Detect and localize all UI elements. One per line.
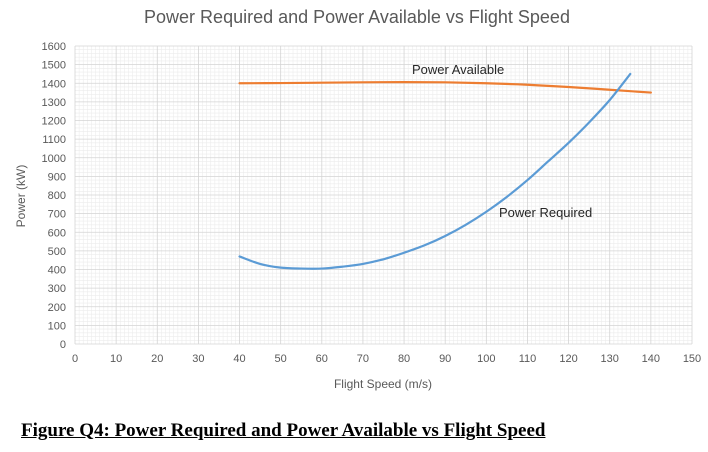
series-label-power-required: Power Required bbox=[499, 205, 592, 220]
x-tick-label: 130 bbox=[601, 353, 619, 365]
y-tick-label: 1400 bbox=[42, 78, 66, 90]
y-tick-label: 0 bbox=[60, 339, 66, 351]
x-tick-label: 150 bbox=[683, 353, 701, 365]
x-tick-label: 0 bbox=[72, 353, 78, 365]
x-tick-label: 80 bbox=[398, 353, 410, 365]
x-tick-label: 10 bbox=[110, 353, 122, 365]
y-axis-label: Power (kW) bbox=[14, 165, 28, 228]
y-axis-ticks: 0 100 200 300 400 500 600 700 800 900 1000 1100 1200… bbox=[42, 41, 66, 351]
x-axis-ticks: 0 10 20 30 40 50 60 70 80 90 100 110 120 130 140 150 bbox=[72, 353, 701, 365]
x-axis-label: Flight Speed (m/s) bbox=[334, 377, 432, 391]
y-tick-label: 1000 bbox=[42, 153, 66, 165]
figure-caption: Figure Q4: Power Required and Power Avai… bbox=[21, 420, 546, 441]
x-tick-label: 120 bbox=[559, 353, 577, 365]
y-tick-label: 1500 bbox=[42, 60, 66, 72]
chart-svg: Power Required and Power Available vs Fl… bbox=[14, 7, 701, 391]
y-tick-label: 800 bbox=[48, 190, 66, 202]
x-tick-label: 140 bbox=[642, 353, 660, 365]
y-tick-label: 200 bbox=[48, 302, 66, 314]
y-tick-label: 1200 bbox=[42, 116, 66, 128]
y-tick-label: 1300 bbox=[42, 97, 66, 109]
grid bbox=[74, 45, 693, 345]
y-tick-label: 1100 bbox=[42, 134, 66, 146]
y-tick-label: 100 bbox=[48, 320, 66, 332]
chart: Power Required and Power Available vs Fl… bbox=[14, 7, 701, 391]
x-tick-label: 30 bbox=[192, 353, 204, 365]
x-tick-label: 40 bbox=[233, 353, 245, 365]
x-tick-label: 70 bbox=[357, 353, 369, 365]
series-labels: Power Available Power Required bbox=[412, 62, 592, 220]
series-line-power-available bbox=[238, 81, 652, 94]
x-tick-label: 50 bbox=[275, 353, 287, 365]
y-tick-label: 700 bbox=[48, 209, 66, 221]
chart-title: Power Required and Power Available vs Fl… bbox=[144, 7, 570, 27]
y-tick-label: 900 bbox=[48, 171, 66, 183]
x-tick-label: 100 bbox=[477, 353, 495, 365]
y-tick-label: 500 bbox=[48, 246, 66, 258]
y-tick-label: 300 bbox=[48, 283, 66, 295]
series-line-power-required bbox=[238, 72, 632, 270]
x-tick-label: 90 bbox=[439, 353, 451, 365]
y-tick-label: 400 bbox=[48, 265, 66, 277]
series bbox=[238, 72, 652, 270]
y-tick-label: 600 bbox=[48, 227, 66, 239]
x-tick-label: 60 bbox=[316, 353, 328, 365]
series-label-power-available: Power Available bbox=[412, 62, 504, 77]
x-tick-label: 110 bbox=[519, 353, 537, 365]
x-tick-label: 20 bbox=[151, 353, 163, 365]
y-tick-label: 1600 bbox=[42, 41, 66, 53]
